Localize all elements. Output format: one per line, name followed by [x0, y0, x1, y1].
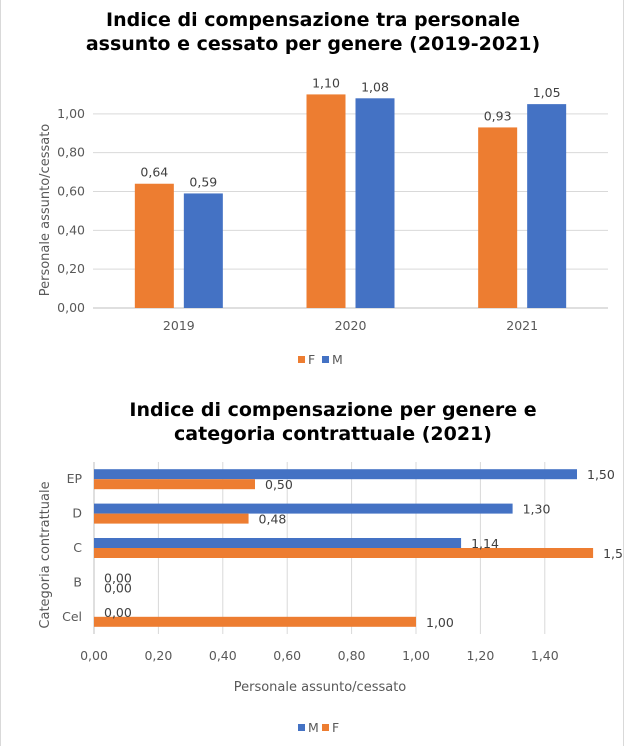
- chart2-bar-M-C: [94, 538, 462, 548]
- chart2-bar-F-Cel: [94, 616, 416, 627]
- chart1-bar-M-2020: [355, 98, 395, 308]
- chart1-data-label: 0,59: [189, 174, 217, 189]
- chart1-legend-swatch-M: [322, 356, 329, 363]
- chart2-data-label: 0,00: [104, 570, 132, 585]
- chart2-x-axis-label: Personale assunto/cessato: [234, 680, 407, 695]
- chart1-data-label: 0,64: [140, 165, 168, 180]
- chart2-x-tick-label: 0,40: [209, 648, 237, 663]
- chart1-x-category-label: 2021: [506, 318, 538, 333]
- chart2-y-category-label: B: [73, 574, 82, 589]
- chart2-title-line-1: Indice di compensazione per genere e: [129, 399, 536, 421]
- chart1-legend-label: F: [308, 352, 315, 367]
- chart-hiring-index-by-gender: Indice di compensazione tra personale as…: [38, 9, 608, 367]
- chart1-legend-label: M: [332, 352, 343, 367]
- chart1-y-tick-label: 0,40: [57, 222, 85, 237]
- chart2-legend-swatch-M: [298, 724, 305, 731]
- chart2-y-axis-label: Categoria contrattuale: [38, 481, 53, 628]
- chart2-x-tick-label: 0,80: [338, 648, 366, 663]
- chart1-y-tick-label: 0,60: [57, 184, 85, 199]
- chart1-bar-F-2020: [306, 94, 346, 309]
- chart2-data-label: 0,50: [265, 477, 293, 492]
- chart2-legend-swatch-F: [322, 724, 329, 731]
- chart2-y-category-label: EP: [67, 471, 83, 486]
- chart1-data-label: 1,10: [312, 75, 340, 90]
- chart2-bar-M-EP: [94, 469, 577, 480]
- chart1-title-line-1: Indice di compensazione tra personale: [106, 9, 520, 31]
- chart1-data-label: 0,93: [484, 108, 512, 123]
- chart1-x-category-label: 2020: [335, 318, 367, 333]
- chart1-bar-M-2019: [183, 193, 223, 308]
- chart1-y-tick-label: 1,00: [57, 106, 85, 121]
- chart2-bar-F-C: [94, 548, 594, 558]
- chart2-x-tick-label: 1,40: [531, 648, 559, 663]
- chart2-bar-F-EP: [94, 479, 255, 490]
- chart1-y-tick-label: 0,80: [57, 145, 85, 160]
- chart1-bar-M-2021: [527, 104, 567, 308]
- chart2-y-category-label: Cel: [62, 609, 82, 624]
- chart2-bar-F-D: [94, 513, 249, 524]
- chart1-bar-F-2021: [478, 127, 518, 308]
- chart1-bar-F-2019: [134, 183, 174, 308]
- chart2-x-tick-label: 0,60: [273, 648, 301, 663]
- chart1-legend-swatch-F: [298, 356, 305, 363]
- chart2-legend-label: M: [308, 720, 319, 735]
- chart2-x-tick-label: 0,00: [80, 648, 108, 663]
- chart1-y-tick-label: 0,20: [57, 261, 85, 276]
- chart2-x-tick-label: 0,20: [144, 648, 172, 663]
- chart2-y-category-label: C: [73, 540, 82, 555]
- chart1-data-label: 1,05: [533, 85, 561, 100]
- chart2-data-label: 1,50: [587, 467, 615, 482]
- chart2-data-label: 1,30: [523, 502, 551, 517]
- chart2-y-category-label: D: [72, 506, 82, 521]
- chart2-x-tick-label: 1,20: [466, 648, 494, 663]
- chart2-data-label: 0,00: [104, 605, 132, 620]
- chart2-data-label: 1,14: [471, 536, 499, 551]
- chart2-data-label: 0,48: [259, 512, 287, 527]
- chart2-data-label: 1,00: [426, 615, 454, 630]
- chart1-y-tick-label: 0,00: [57, 300, 85, 315]
- chart-index-by-category: Indice di compensazione per genere e cat…: [38, 399, 624, 735]
- chart2-bar-M-D: [94, 503, 513, 514]
- chart1-title-line-2: assunto e cessato per genere (2019-2021): [86, 33, 540, 55]
- chart2-data-label: 1,55: [603, 546, 624, 561]
- chart2-title-line-2: categoria contrattuale (2021): [174, 423, 492, 445]
- chart2-x-tick-label: 1,00: [402, 648, 430, 663]
- chart1-y-axis-label: Personale assunto/cessato: [38, 124, 53, 297]
- chart1-data-label: 1,08: [361, 79, 389, 94]
- chart2-legend-label: F: [332, 720, 339, 735]
- chart2-data-label: 0,00: [104, 580, 132, 595]
- chart1-x-category-label: 2019: [163, 318, 195, 333]
